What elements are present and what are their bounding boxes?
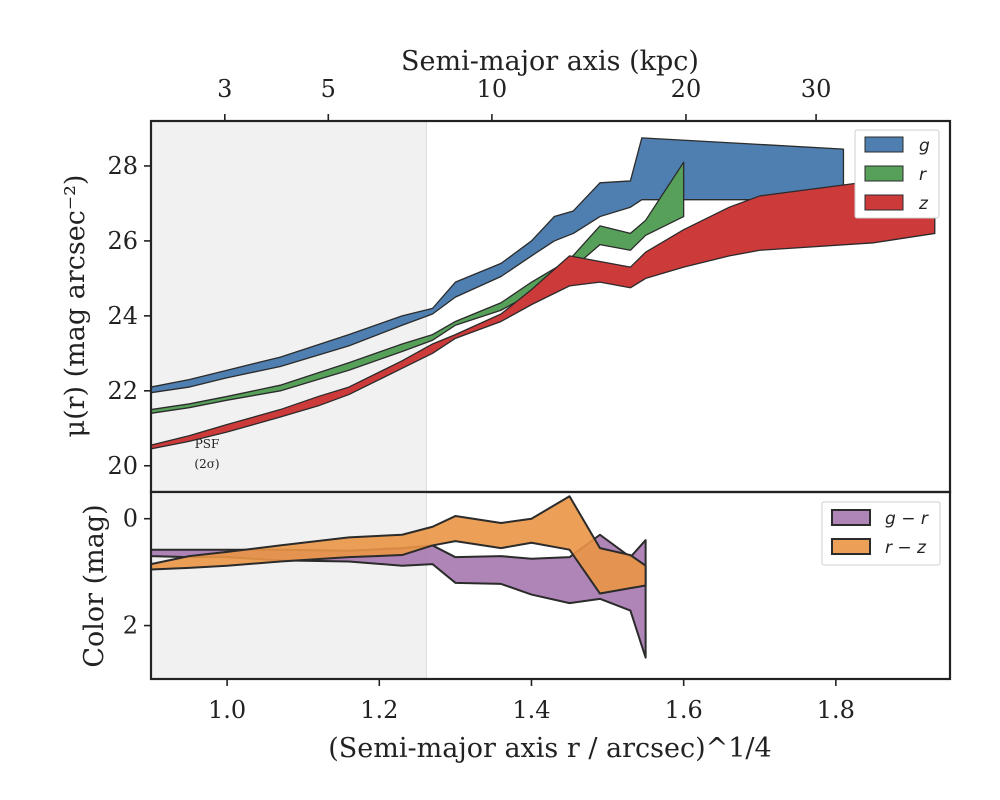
- y-tick-label: 22: [107, 377, 138, 405]
- psf-label: PSF: [195, 437, 220, 451]
- y-tick-label: 2: [123, 612, 138, 640]
- top-x-tick-label: 30: [801, 75, 832, 103]
- axes-frame: [149, 490, 952, 681]
- legend-swatch-z: [864, 194, 904, 211]
- psf-sigma-label: (2σ): [194, 457, 219, 471]
- x-tick-label: 1.8: [817, 696, 855, 724]
- x-axis-title: (Semi-major axis r / arcsec)^1/4: [328, 733, 771, 764]
- top-x-tick-label: 3: [217, 75, 232, 103]
- legend-top: grz: [854, 129, 940, 219]
- psf-region: [151, 492, 427, 679]
- legend-swatch-g: [864, 136, 904, 153]
- top-x-tick-label: 5: [321, 75, 336, 103]
- y-tick-label: 26: [107, 227, 138, 255]
- surface-brightness-panel: 20 22 24 26 28 3 5 10 20 30 PSF (2σ) grz: [107, 75, 952, 494]
- x-tick-label: 1.6: [665, 696, 703, 724]
- band-r-z: [150, 495, 647, 595]
- bottom-y-axis-title: Color (mag): [79, 504, 110, 667]
- top-x-axis-title: Semi-major axis (kpc): [401, 46, 699, 77]
- x-tick-label: 1.0: [208, 696, 246, 724]
- top-x-tick-label: 20: [671, 75, 702, 103]
- band-g: [150, 137, 845, 394]
- x-tick-label: 1.2: [360, 696, 398, 724]
- legend-label-z: z: [918, 194, 929, 214]
- psf-region: [151, 121, 427, 492]
- top-x-tick-label: 10: [477, 75, 508, 103]
- legend-swatch-r: [864, 165, 904, 182]
- y-tick-label: 20: [107, 452, 138, 480]
- legend-label-g: g: [919, 136, 930, 156]
- color-panel: 0 2 1.0 1.2 1.4 1.6 1.8 g − r r − z: [123, 490, 952, 724]
- band-r: [150, 161, 685, 414]
- legend-bottom: g − r r − z: [821, 501, 941, 566]
- legend-label-g-r: g − r: [885, 509, 929, 529]
- legend-label-r: r: [919, 165, 927, 185]
- y-tick-label: 28: [107, 152, 138, 180]
- x-tick-label: 1.4: [512, 696, 550, 724]
- y-tick-label: 0: [123, 505, 138, 533]
- legend-swatch-g-r: [831, 509, 871, 526]
- top-y-axis-title: μ(r) (mag arcsec⁻²): [60, 175, 91, 438]
- legend-label-r-z: r − z: [885, 538, 927, 558]
- y-tick-label: 24: [107, 302, 138, 330]
- legend-swatch-r-z: [831, 538, 871, 555]
